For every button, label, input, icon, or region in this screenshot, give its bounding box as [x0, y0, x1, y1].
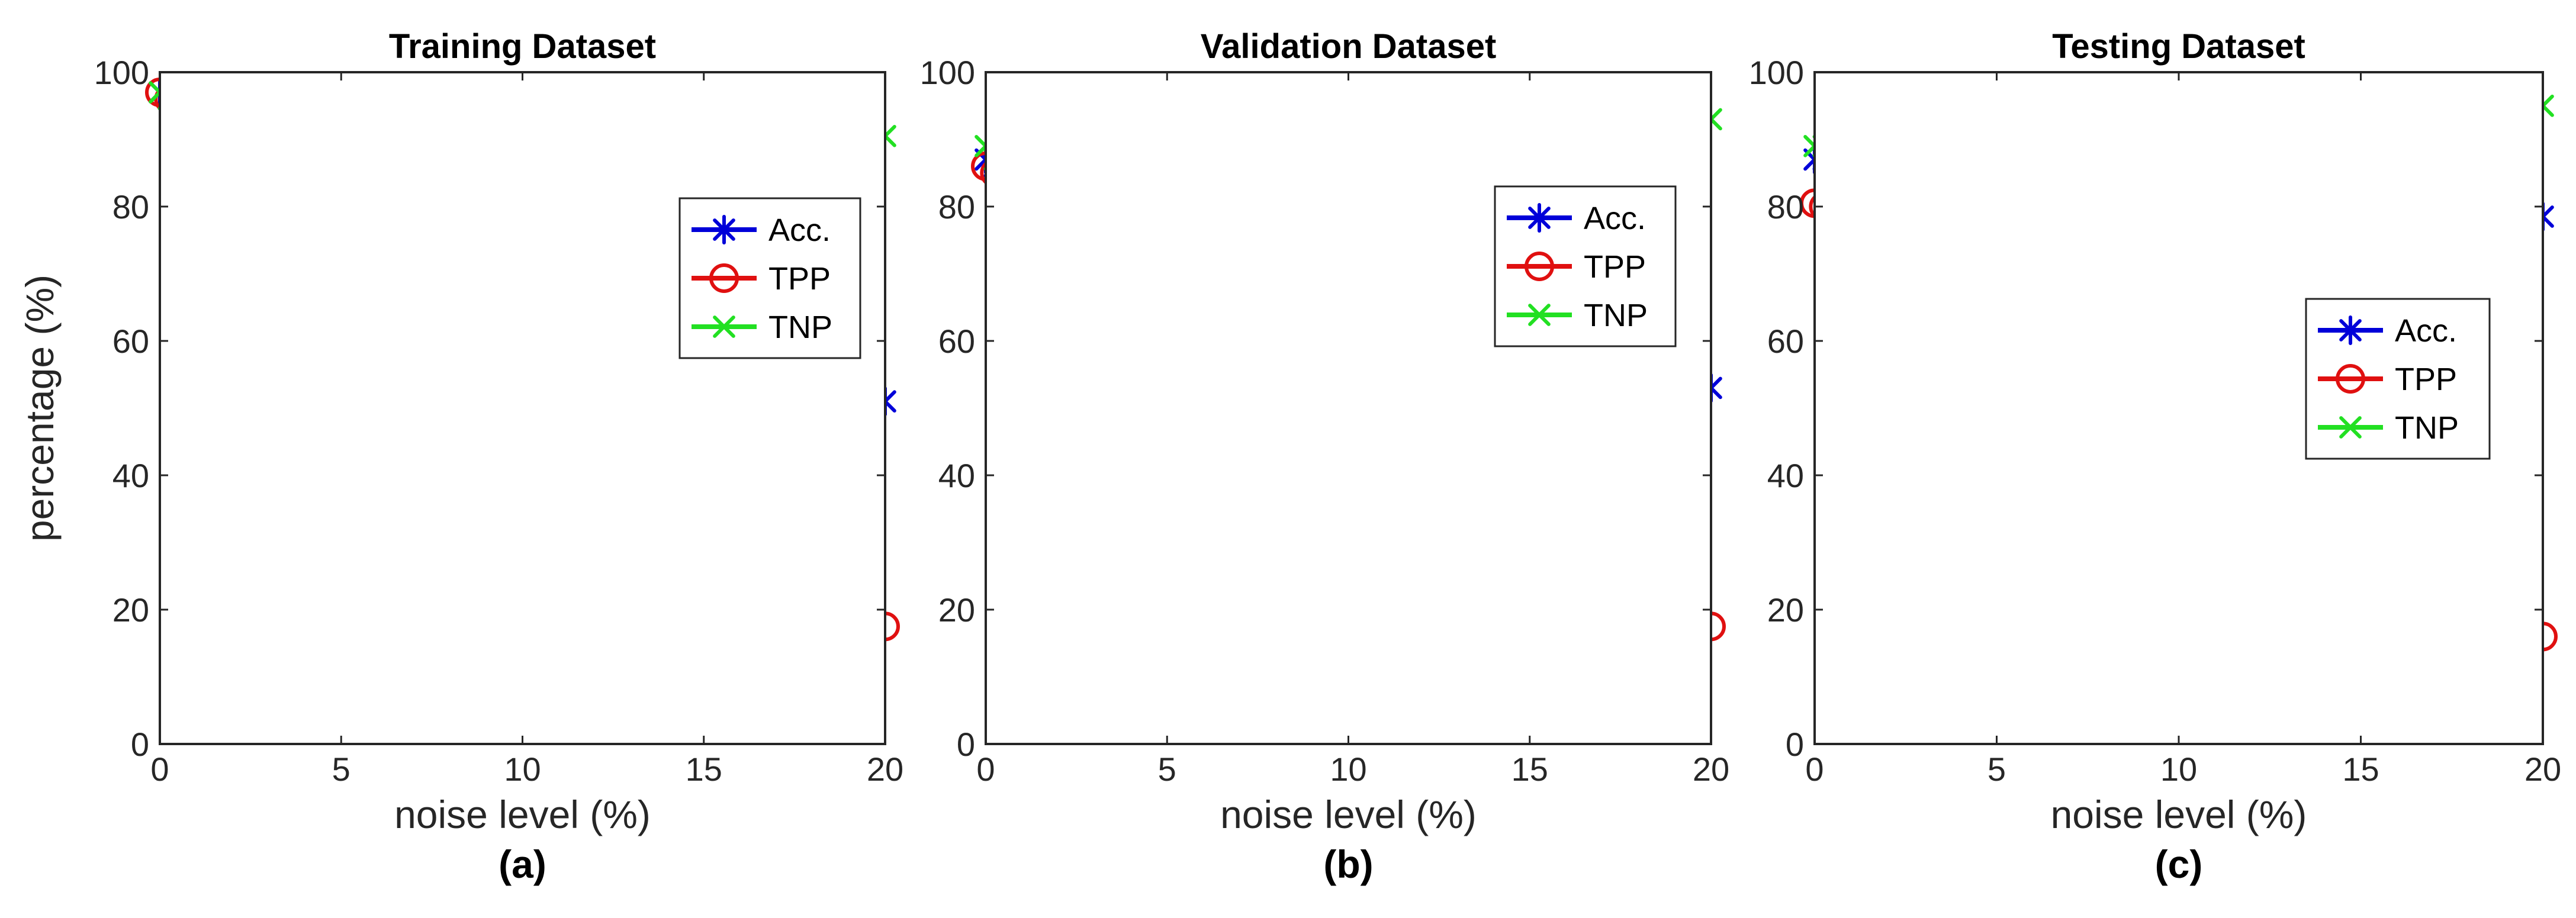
y-tick-label: 20 [1767, 591, 1804, 629]
y-tick-label: 20 [938, 591, 975, 629]
legend-label-tnp: TNP [768, 310, 832, 345]
legend-marker-acc [1528, 203, 1551, 233]
chart-title: Testing Dataset [2052, 27, 2305, 66]
y-tick-label: 40 [112, 457, 149, 494]
y-tick-label: 60 [938, 323, 975, 360]
legend-label-acc: Acc. [1584, 201, 1646, 236]
x-tick-label: 20 [1693, 750, 1729, 788]
y-tick-label: 80 [938, 188, 975, 226]
legend-marker-tpp [709, 263, 739, 293]
legend-label-acc: Acc. [2395, 313, 2457, 349]
x-axis-label: noise level (%) [2051, 793, 2307, 836]
legend-label-tnp: TNP [2395, 410, 2459, 446]
x-tick-label: 15 [2342, 750, 2379, 788]
x-tick-label: 10 [2160, 750, 2197, 788]
x-tick-label: 0 [1805, 750, 1824, 788]
legend-label-tpp: TPP [1584, 249, 1646, 285]
legend-marker-acc [713, 215, 735, 244]
y-tick-label: 60 [1767, 323, 1804, 360]
y-tick-label: 40 [1767, 457, 1804, 494]
legend-marker-tpp [1525, 252, 1554, 281]
x-tick-label: 20 [2524, 750, 2561, 788]
chart-title: Training Dataset [389, 27, 656, 66]
x-tick-label: 10 [1330, 750, 1366, 788]
x-tick-label: 10 [504, 750, 541, 788]
y-tick-label: 60 [112, 323, 149, 360]
legend: Acc. TPP TNP [2305, 298, 2491, 460]
panel-label: (a) [499, 842, 546, 886]
y-tick-label: 100 [920, 54, 975, 91]
y-tick-label: 20 [112, 591, 149, 629]
y-tick-label: 80 [1767, 188, 1804, 226]
x-tick-label: 15 [1511, 750, 1548, 788]
legend-label-acc: Acc. [768, 212, 831, 248]
legend-marker-tnp [2339, 416, 2362, 439]
chart-title: Validation Dataset [1201, 27, 1497, 66]
y-tick-label: 100 [94, 54, 149, 91]
axes-box [985, 71, 1712, 745]
x-axis-label: noise level (%) [1220, 793, 1477, 836]
y-tick-label: 0 [1786, 726, 1804, 763]
x-axis-label: noise level (%) [394, 793, 651, 836]
x-tick-label: 15 [686, 750, 722, 788]
y-tick-label: 80 [112, 188, 149, 226]
legend-label-tnp: TNP [1584, 298, 1648, 333]
x-tick-label: 5 [332, 750, 350, 788]
y-axis-label: percentage (%) [18, 275, 62, 542]
panel-training: 0 5 10 15 20 0 20 40 60 80 100 Training Dataset nois… [18, 27, 903, 886]
legend: Acc. TPP TNP [1494, 185, 1677, 347]
x-tick-label: 5 [1158, 750, 1176, 788]
legend: Acc. TPP TNP [678, 197, 861, 359]
x-tick-label: 20 [867, 750, 903, 788]
axes-box [159, 71, 886, 745]
y-tick-label: 0 [131, 726, 149, 763]
panel-testing: 0 5 10 15 20 0 20 40 60 80 100 Testing Dataset noise… [1749, 27, 2562, 886]
y-tick-label: 40 [938, 457, 975, 494]
panel-validation: 0 5 10 15 20 0 20 40 60 80 100 Validation Dataset no… [920, 27, 1730, 886]
legend-marker-acc [2339, 315, 2362, 345]
x-tick-label: 5 [1988, 750, 2006, 788]
panel-label: (b) [1323, 842, 1373, 886]
legend-marker-tnp [713, 315, 735, 338]
x-tick-label: 0 [150, 750, 169, 788]
y-tick-label: 100 [1749, 54, 1804, 91]
legend-label-tpp: TPP [2395, 362, 2457, 397]
legend-marker-tnp [1528, 304, 1551, 326]
panel-label: (c) [2155, 842, 2203, 886]
x-tick-label: 0 [976, 750, 995, 788]
legend-label-tpp: TPP [768, 261, 831, 297]
y-tick-label: 0 [957, 726, 975, 763]
legend-marker-tpp [2336, 364, 2365, 394]
